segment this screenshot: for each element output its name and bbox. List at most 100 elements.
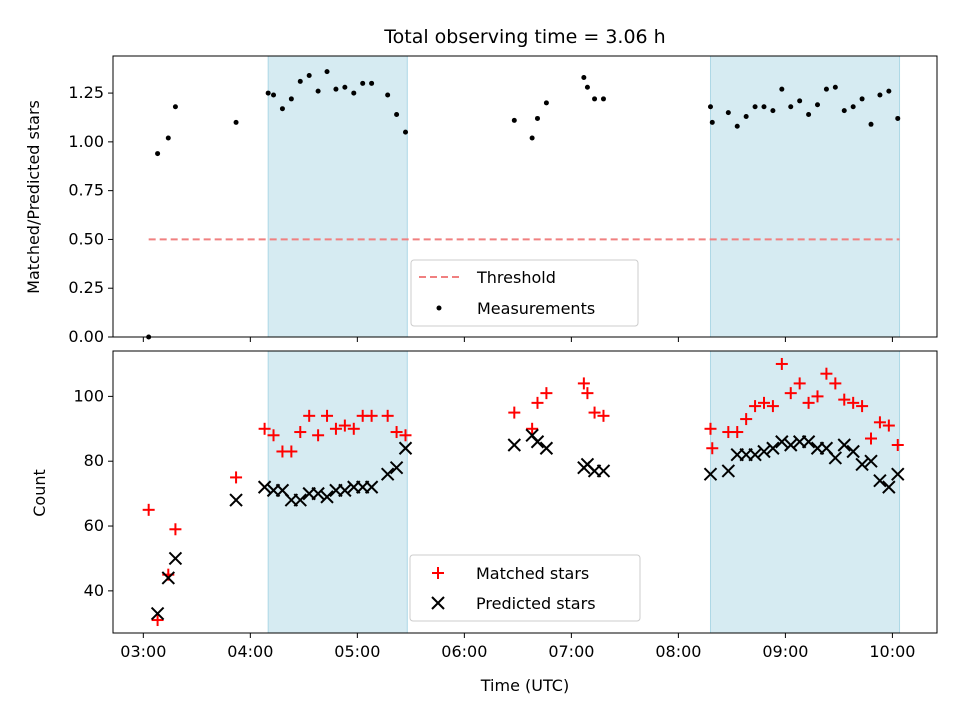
measurement-point [271, 92, 277, 98]
predicted-star-point [846, 444, 860, 459]
measurement-point [788, 104, 794, 110]
matched-star-point [829, 377, 842, 390]
matched-star-point [856, 400, 869, 413]
measurement-point [600, 96, 606, 102]
predicted-star-point [364, 480, 379, 494]
matched-star-point [865, 432, 878, 445]
matched-star-point [775, 357, 788, 370]
measurement-point [155, 151, 161, 157]
matched-star-point [706, 442, 719, 455]
predicted-star-point [389, 460, 404, 475]
bottom-points [142, 357, 905, 627]
measurement-point [806, 112, 812, 118]
measurement-point [172, 104, 178, 110]
matched-star-point [784, 387, 797, 400]
legend-matched-swatch [432, 567, 444, 579]
predicted-star-point [398, 441, 413, 455]
predicted-star-point [507, 438, 522, 452]
measurement-point [734, 123, 740, 129]
legend-measurements-swatch [436, 305, 442, 311]
predicted-star-point [539, 441, 554, 455]
chart-title: Total observing time = 3.06 h [383, 26, 665, 48]
top-legend-box [410, 259, 639, 327]
measurement-point [543, 100, 549, 106]
bottom-legend: Matched stars Predicted stars [409, 554, 641, 622]
predicted-star-point [257, 480, 272, 494]
matched-star-point [766, 400, 779, 413]
measurement-point [315, 88, 321, 94]
measurement-point [592, 96, 598, 102]
y-tick-label: 40 [84, 581, 104, 600]
measurement-point [165, 135, 171, 141]
predicted-star-point [837, 438, 851, 452]
predicted-star-point [721, 464, 736, 478]
measurement-point [342, 84, 348, 90]
matched-star-point [151, 614, 164, 627]
measurement-point [895, 115, 901, 121]
matched-star-point [285, 445, 298, 458]
legend-predicted-label: Predicted stars [476, 594, 596, 613]
measurement-point [752, 104, 758, 110]
predicted-star-point [748, 448, 762, 462]
x-tick-label: 09:00 [762, 642, 808, 661]
predicted-star-point [757, 444, 771, 459]
matched-star-point [540, 387, 553, 400]
measurement-point [403, 129, 409, 135]
matched-star-point [347, 422, 360, 435]
bottom-axes-frame [112, 350, 938, 634]
predicted-star-point [320, 490, 334, 504]
top-points [146, 69, 901, 340]
measurement-point [385, 92, 391, 98]
measurement-point [823, 86, 829, 92]
x-tick-label: 08:00 [655, 642, 701, 661]
observing-window-2 [709, 55, 901, 338]
matched-star-point [891, 439, 904, 451]
matched-star-point [169, 523, 182, 536]
matched-star-point [142, 503, 155, 516]
predicted-star-point [891, 467, 905, 481]
top-shading [267, 55, 901, 338]
measurement-point [529, 135, 535, 141]
legend-measurements-label: Measurements [477, 299, 595, 318]
matched-star-point [731, 426, 744, 439]
matched-star-point [338, 419, 351, 432]
matched-star-point [802, 396, 815, 409]
measurement-point [815, 102, 821, 108]
predicted-star-point [828, 451, 843, 465]
legend-threshold-label: Threshold [476, 268, 556, 287]
matched-star-point [597, 409, 610, 422]
matched-star-point [365, 409, 378, 422]
measurement-point [584, 84, 590, 90]
measurement-point [709, 119, 715, 125]
measurement-point [288, 96, 294, 102]
measurement-point [324, 69, 330, 75]
x-tick-label: 07:00 [548, 642, 594, 661]
predicted-star-point [855, 457, 869, 472]
measurement-point [850, 104, 856, 110]
measurement-point [265, 90, 271, 96]
matched-star-point [508, 406, 521, 419]
top-xticks [142, 337, 893, 342]
measurement-point [369, 80, 375, 86]
y-tick-label: 0.25 [68, 278, 104, 297]
matched-star-point [230, 471, 243, 484]
measurement-point [761, 104, 767, 110]
measurement-point [233, 119, 239, 125]
predicted-star-point [338, 483, 352, 498]
x-tick-label: 05:00 [334, 642, 380, 661]
predicted-star-point [784, 438, 798, 452]
predicted-star-point [229, 493, 243, 507]
bottom-y-axis-label: Count [30, 469, 49, 517]
predicted-star-point [530, 435, 545, 449]
top-y-axis-label: Matched/Predicted stars [24, 100, 43, 294]
x-tick-label: 03:00 [120, 642, 166, 661]
bottom-shading [267, 350, 901, 634]
bottom-panel: 40 60 80 100 03:00 04:00 05:00 06:00 07:00 08:00… [30, 350, 938, 695]
predicted-star-point [775, 435, 789, 449]
predicted-star-point [801, 435, 816, 449]
matched-star-point [757, 396, 770, 409]
matched-star-point [873, 416, 886, 429]
matched-star-point [531, 396, 544, 409]
measurement-point [360, 80, 366, 86]
predicted-star-point [161, 571, 175, 585]
